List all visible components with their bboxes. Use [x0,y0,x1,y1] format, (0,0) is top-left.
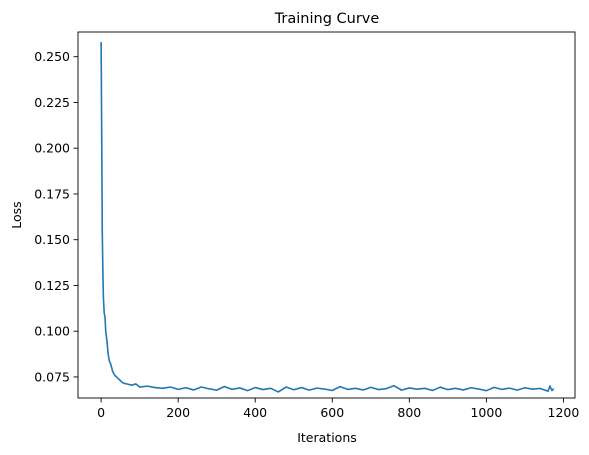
chart-title: Training Curve [274,11,380,27]
series-layer [100,42,555,393]
x-axis-label: Iterations [297,430,357,445]
y-tick-label: 0.175 [34,186,70,201]
x-tick-label: 0 [97,405,105,420]
y-tick-label: 0.125 [34,278,70,293]
y-tick-label: 0.150 [34,232,70,247]
y-tick-label: 0.100 [34,324,70,339]
y-axis-label: Loss [9,201,24,228]
loss-series-line-0 [100,42,555,393]
x-tick-label: 400 [243,405,267,420]
x-tick-label: 1200 [548,405,580,420]
x-tick-label: 1000 [470,405,502,420]
y-tick-label: 0.250 [34,49,70,64]
y-tick-label: 0.225 [34,95,70,110]
x-tick-label: 600 [320,405,344,420]
x-axis-ticks: 0 200 400 600 800 1000 1200 [97,398,579,420]
y-tick-label: 0.075 [34,369,70,384]
plot-frame [77,31,576,399]
y-tick-label: 0.200 [34,141,70,156]
y-axis-ticks: 0.075 0.100 0.125 0.150 0.175 0.200 0.225 0.250 [34,49,78,384]
x-tick-label: 800 [397,405,421,420]
x-tick-label: 200 [166,405,190,420]
